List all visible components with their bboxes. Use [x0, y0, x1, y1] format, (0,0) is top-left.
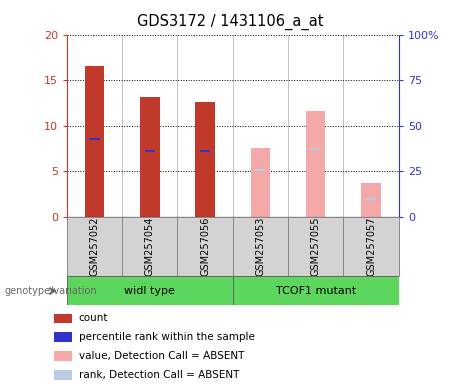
Text: GSM257052: GSM257052 [89, 217, 100, 276]
Bar [306, 111, 325, 217]
Bar [310, 147, 321, 149]
FancyBboxPatch shape [343, 217, 399, 276]
Text: GSM257053: GSM257053 [255, 217, 266, 276]
FancyBboxPatch shape [233, 276, 399, 305]
Text: GSM257057: GSM257057 [366, 217, 376, 276]
Bar [366, 198, 377, 200]
FancyBboxPatch shape [122, 217, 177, 276]
Bar [144, 150, 155, 152]
Text: GSM257056: GSM257056 [200, 217, 210, 276]
Text: GSM257055: GSM257055 [311, 217, 321, 276]
Text: value, Detection Call = ABSENT: value, Detection Call = ABSENT [78, 351, 244, 361]
Text: count: count [78, 313, 108, 323]
Text: GDS3172 / 1431106_a_at: GDS3172 / 1431106_a_at [137, 13, 324, 30]
FancyBboxPatch shape [288, 217, 343, 276]
Bar [195, 102, 215, 217]
Text: TCOF1 mutant: TCOF1 mutant [276, 286, 356, 296]
Text: percentile rank within the sample: percentile rank within the sample [78, 332, 254, 342]
Bar [89, 139, 100, 141]
Text: genotype/variation: genotype/variation [5, 286, 97, 296]
FancyBboxPatch shape [67, 276, 233, 305]
FancyBboxPatch shape [233, 217, 288, 276]
Bar [54, 370, 72, 379]
Bar [54, 314, 72, 323]
Bar [140, 97, 160, 217]
Bar [361, 183, 381, 217]
FancyBboxPatch shape [177, 217, 233, 276]
Bar [54, 351, 72, 361]
Bar [251, 148, 270, 217]
Bar [54, 332, 72, 342]
Text: rank, Detection Call = ABSENT: rank, Detection Call = ABSENT [78, 370, 239, 380]
Bar [85, 66, 104, 217]
Text: GSM257054: GSM257054 [145, 217, 155, 276]
Bar [200, 150, 211, 152]
Bar [255, 169, 266, 171]
FancyBboxPatch shape [67, 217, 122, 276]
Text: widl type: widl type [124, 286, 175, 296]
